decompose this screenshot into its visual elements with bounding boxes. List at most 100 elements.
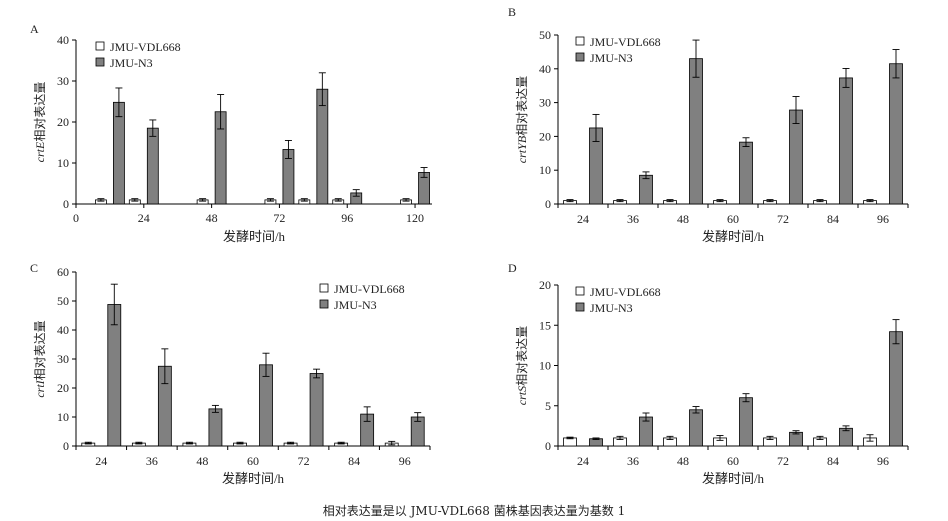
panel-a-y-axis-label: crtE相对表达量 <box>33 82 47 163</box>
panel-a-legend-label-jmu-vdl668: JMU-VDL668 <box>110 40 181 54</box>
panel-d-legend-swatch-jmu-n3 <box>575 302 585 312</box>
panel-d-y-axis-gene: crtS <box>515 386 529 405</box>
panel-a-x-tick-label: 0 <box>73 211 79 225</box>
panel-a-x-axis-label: 发酵时间/h <box>223 229 286 244</box>
figure-caption: 相对表达量是以 JMU-VDL668 菌株基因表达量为基数 1 <box>322 504 626 518</box>
panel-c-legend-swatch-jmu-n3 <box>319 299 329 309</box>
panel-a-legend-label-jmu-n3: JMU-N3 <box>110 56 153 70</box>
panel-b-bar-jmu-n3 <box>789 109 803 205</box>
panel-a-y-axis-suffix: 相对表达量 <box>33 82 47 142</box>
panel-a-bar-jmu-n3 <box>316 88 329 205</box>
panel-d-y-tick-label: 5 <box>545 399 551 413</box>
panel-c-y-axis-gene: crtI <box>33 379 47 397</box>
panel-c-x-tick-label: 96 <box>399 454 411 468</box>
panel-d-x-axis-label: 发酵时间/h <box>702 471 765 486</box>
panel-b-y-tick-label: 0 <box>545 197 551 211</box>
panel-b-y-tick-label: 10 <box>539 163 551 177</box>
panel-c-y-tick-label: 20 <box>57 381 69 395</box>
panel-d-bar-jmu-n3 <box>689 409 703 447</box>
panel-d-x-tick-label: 60 <box>727 454 739 468</box>
panel-c-bar-jmu-n3 <box>107 304 122 447</box>
panel-c-y-tick-label: 60 <box>57 265 69 279</box>
panel-d-y-axis-label: crtS相对表达量 <box>515 326 529 405</box>
panel-c-x-tick-label: 48 <box>196 454 208 468</box>
panel-c-bar-jmu-n3 <box>309 373 324 447</box>
panel-d-y-axis-suffix: 相对表达量 <box>515 326 529 386</box>
panel-b-y-tick-label: 30 <box>539 96 551 110</box>
panel-b-y-axis-label: crtYB相对表达量 <box>515 76 529 163</box>
panel-b-bar-jmu-n3 <box>889 63 903 205</box>
panel-d-x-tick-label: 84 <box>827 454 839 468</box>
panel-c-x-tick-label: 36 <box>146 454 158 468</box>
panel-a-x-tick-label: 96 <box>341 211 353 225</box>
panel-b-bar-jmu-n3 <box>739 141 753 205</box>
panel-c-legend-label-jmu-vdl668: JMU-VDL668 <box>334 282 405 296</box>
panel-d-y-tick-label: 0 <box>545 439 551 453</box>
panel-d-label: D <box>508 261 517 275</box>
panel-c-y-tick-label: 30 <box>57 352 69 366</box>
panel-c-x-tick-label: 24 <box>95 454 107 468</box>
panel-d-y-tick-label: 15 <box>539 318 551 332</box>
panel-b-legend-label-jmu-n3: JMU-N3 <box>590 51 633 65</box>
panel-c-y-tick-label: 10 <box>57 410 69 424</box>
panel-c-y-tick-label: 40 <box>57 323 69 337</box>
panel-d-x-tick-label: 24 <box>577 454 589 468</box>
panel-c-y-axis-suffix: 相对表达量 <box>33 320 47 380</box>
panel-b-legend-swatch-jmu-vdl668 <box>575 36 585 46</box>
panel-a-bar-jmu-n3 <box>146 127 159 205</box>
panel-a-y-tick-label: 30 <box>57 74 69 88</box>
panel-d-x-tick-label: 48 <box>677 454 689 468</box>
panel-d-legend-label-jmu-vdl668: JMU-VDL668 <box>590 285 661 299</box>
panel-a-y-tick-label: 20 <box>57 115 69 129</box>
panel-a-x-tick-label: 24 <box>138 211 150 225</box>
panel-a-x-tick-label: 120 <box>406 211 424 225</box>
panel-b-legend-label-jmu-vdl668: JMU-VDL668 <box>590 35 661 49</box>
panel-b-x-axis-label: 发酵时间/h <box>702 229 765 244</box>
panel-b-y-tick-label: 40 <box>539 62 551 76</box>
panel-b-x-tick-label: 24 <box>577 212 589 226</box>
panel-d-y-tick-label: 10 <box>539 359 551 373</box>
panel-c-x-tick-label: 72 <box>298 454 310 468</box>
panel-b-y-tick-label: 50 <box>539 28 551 42</box>
panel-c-legend-swatch-jmu-vdl668 <box>319 283 329 293</box>
panel-a-x-tick-label: 72 <box>273 211 285 225</box>
panel-b-x-tick-label: 48 <box>677 212 689 226</box>
panel-a-x-tick-label: 48 <box>206 211 218 225</box>
panel-b-y-axis-gene: crtYB <box>515 135 529 163</box>
panel-b-bar-jmu-n3 <box>639 174 653 205</box>
panel-c-label: C <box>30 261 38 275</box>
panel-a-y-tick-label: 40 <box>57 33 69 47</box>
panel-d-legend-label-jmu-n3: JMU-N3 <box>590 301 633 315</box>
panel-a-y-tick-label: 10 <box>57 156 69 170</box>
panel-c-bar-jmu-n3 <box>259 364 273 447</box>
panel-c-y-tick-label: 0 <box>63 439 69 453</box>
panel-c-legend-label-jmu-n3: JMU-N3 <box>334 298 377 312</box>
panel-b-x-tick-label: 96 <box>877 212 889 226</box>
panel-c-x-axis-label: 发酵时间/h <box>222 471 285 486</box>
panel-b-x-tick-label: 84 <box>827 212 839 226</box>
panel-b-bar-jmu-n3 <box>839 77 853 205</box>
panel-c-y-tick-label: 50 <box>57 294 69 308</box>
panel-c-bar-jmu-n3 <box>208 408 223 447</box>
panel-d-x-tick-label: 36 <box>627 454 639 468</box>
panel-d-y-tick-label: 20 <box>539 278 551 292</box>
panel-a-bar-jmu-n3 <box>113 101 125 205</box>
panel-b-x-tick-label: 72 <box>777 212 789 226</box>
panel-b-x-tick-label: 60 <box>727 212 739 226</box>
panel-a-legend-swatch-jmu-vdl668 <box>95 41 105 51</box>
panel-b-y-tick-label: 20 <box>539 129 551 143</box>
panel-d-bar-jmu-n3 <box>739 397 753 447</box>
panel-a-label: A <box>30 22 39 36</box>
panel-b-legend-swatch-jmu-n3 <box>575 52 585 62</box>
panel-c-y-axis-label: crtI相对表达量 <box>33 320 47 397</box>
panel-d-legend-swatch-jmu-vdl668 <box>575 286 585 296</box>
panel-b-bar-jmu-n3 <box>689 58 703 205</box>
panel-d-bar-jmu-n3 <box>889 331 903 447</box>
panel-a-y-tick-label: 0 <box>63 197 69 211</box>
panel-a-legend-swatch-jmu-n3 <box>95 57 105 67</box>
panel-d-x-tick-label: 96 <box>877 454 889 468</box>
panel-b-x-tick-label: 36 <box>627 212 639 226</box>
panel-b-label: B <box>508 5 516 19</box>
panel-c-x-tick-label: 60 <box>247 454 259 468</box>
